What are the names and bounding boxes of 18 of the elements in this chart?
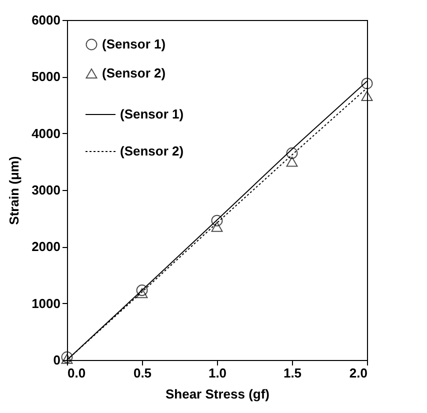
x-tick-label: 1.0 bbox=[208, 366, 227, 380]
y-axis-title: Strain (μm) bbox=[6, 156, 22, 225]
y-tick-label: 5000 bbox=[32, 69, 60, 84]
y-tick-label: 0 bbox=[53, 352, 60, 368]
y-tick-label: 1000 bbox=[32, 296, 60, 311]
y-tick-label: 6000 bbox=[32, 12, 60, 28]
x-tick-label: 1.5 bbox=[283, 366, 302, 380]
x-tick-label: 2.0 bbox=[349, 366, 368, 380]
x-axis-title: Shear Stress (gf) bbox=[165, 386, 270, 402]
y-tick-label: 3000 bbox=[32, 182, 60, 198]
legend-label: (Sensor 2) bbox=[102, 66, 166, 80]
x-tick-label: 0.5 bbox=[133, 366, 152, 380]
legend-label: (Sensor 1) bbox=[120, 106, 184, 122]
y-tick-label: 4000 bbox=[32, 126, 60, 141]
y-tick-label: 2000 bbox=[32, 239, 60, 254]
legend-label: (Sensor 2) bbox=[120, 144, 184, 158]
x-tick-label: 0.0 bbox=[68, 366, 86, 380]
legend-label: (Sensor 1) bbox=[102, 36, 166, 52]
